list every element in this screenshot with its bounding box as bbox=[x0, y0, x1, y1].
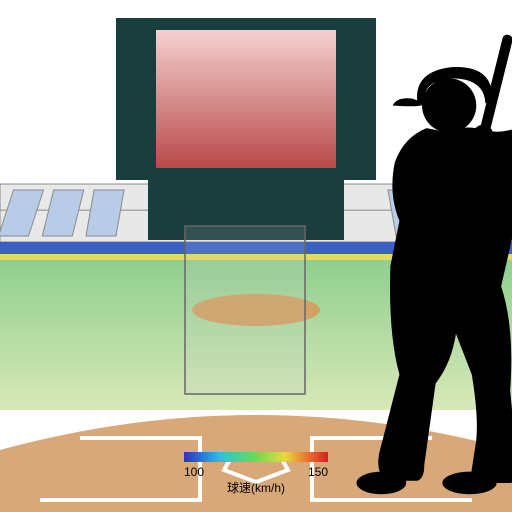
legend-tick-min: 100 bbox=[184, 465, 204, 479]
scoreboard bbox=[116, 18, 376, 240]
speed-legend-labels: 100 150 球速(km/h) bbox=[0, 463, 512, 496]
strike-zone bbox=[185, 226, 305, 394]
speed-legend bbox=[184, 452, 328, 462]
scoreboard-screen bbox=[156, 30, 336, 168]
legend-tick-max: 150 bbox=[308, 465, 328, 479]
legend-label: 球速(km/h) bbox=[227, 479, 285, 496]
baseball-field-scene bbox=[0, 0, 512, 512]
legend-color-bar bbox=[184, 452, 328, 462]
